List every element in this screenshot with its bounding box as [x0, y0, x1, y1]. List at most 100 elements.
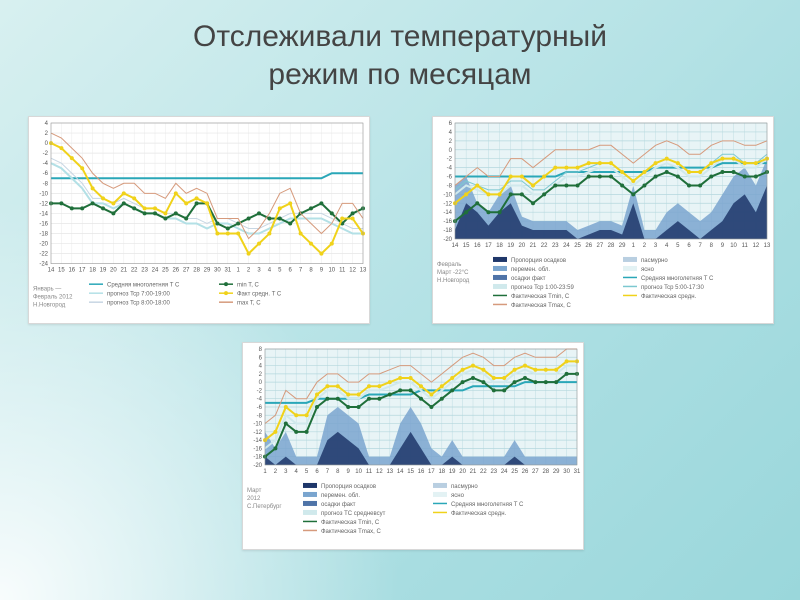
svg-text:25: 25 [162, 268, 169, 274]
svg-text:26: 26 [522, 469, 529, 475]
svg-text:24: 24 [501, 469, 508, 475]
svg-text:-20: -20 [39, 242, 48, 248]
svg-text:22: 22 [480, 469, 487, 475]
svg-text:6: 6 [315, 469, 319, 475]
svg-text:2: 2 [247, 268, 251, 274]
svg-text:-12: -12 [443, 201, 452, 207]
svg-text:2012: 2012 [247, 496, 261, 502]
svg-text:Март: Март [247, 488, 262, 494]
svg-text:23: 23 [490, 469, 497, 475]
svg-text:11: 11 [742, 243, 749, 249]
svg-text:15: 15 [463, 243, 470, 249]
svg-text:5: 5 [278, 268, 282, 274]
svg-text:21: 21 [530, 243, 537, 249]
svg-text:Средняя многолетняя T C: Средняя многолетняя T C [451, 502, 524, 508]
svg-text:max T, C: max T, C [237, 301, 261, 307]
svg-text:17: 17 [485, 243, 492, 249]
svg-text:2: 2 [643, 243, 647, 249]
svg-text:Март -22°C: Март -22°C [437, 270, 469, 276]
svg-text:4: 4 [449, 130, 453, 136]
svg-text:-6: -6 [257, 405, 263, 411]
svg-text:17: 17 [79, 268, 86, 274]
svg-text:-20: -20 [253, 463, 262, 469]
svg-text:28: 28 [608, 243, 615, 249]
svg-text:18: 18 [438, 469, 445, 475]
chart-jan-feb: -24-22-20-18-16-14-12-10-8-6-4-202414151… [28, 116, 370, 324]
svg-text:21: 21 [470, 469, 477, 475]
svg-text:прогноз Tcp 7:00-19:00: прогноз Tcp 7:00-19:00 [107, 292, 170, 298]
svg-text:2: 2 [259, 372, 263, 378]
svg-text:-22: -22 [39, 252, 48, 258]
svg-text:-14: -14 [443, 210, 452, 216]
svg-text:Фактическая средн.: Фактическая средн. [641, 294, 697, 300]
svg-text:3: 3 [284, 469, 288, 475]
svg-text:18: 18 [496, 243, 503, 249]
svg-text:0: 0 [259, 380, 263, 386]
svg-text:19: 19 [449, 469, 456, 475]
svg-text:Средняя многолетняя T C: Средняя многолетняя T C [641, 276, 714, 282]
svg-text:10: 10 [730, 243, 737, 249]
svg-text:3: 3 [257, 268, 261, 274]
svg-text:прогноз Tcp 1:00-23:59: прогноз Tcp 1:00-23:59 [511, 285, 574, 291]
svg-text:16: 16 [68, 268, 75, 274]
svg-text:13: 13 [360, 268, 367, 274]
svg-text:2: 2 [274, 469, 278, 475]
svg-text:5: 5 [305, 469, 309, 475]
svg-text:9: 9 [320, 268, 324, 274]
svg-text:10: 10 [328, 268, 335, 274]
svg-text:пасмурно: пасмурно [641, 258, 668, 264]
svg-text:18: 18 [89, 268, 96, 274]
svg-text:1: 1 [632, 243, 636, 249]
svg-text:7: 7 [698, 243, 702, 249]
svg-text:9: 9 [347, 469, 351, 475]
svg-text:пасмурно: пасмурно [451, 484, 478, 490]
svg-text:16: 16 [418, 469, 425, 475]
svg-text:4: 4 [665, 243, 669, 249]
svg-text:30: 30 [563, 469, 570, 475]
svg-text:Январь —: Январь — [33, 287, 61, 293]
svg-text:31: 31 [574, 469, 581, 475]
svg-text:12: 12 [376, 469, 383, 475]
svg-text:13: 13 [386, 469, 393, 475]
svg-text:2: 2 [449, 139, 453, 145]
svg-text:-16: -16 [253, 446, 262, 452]
svg-text:11: 11 [339, 268, 346, 274]
svg-text:Фактическая Tmin, C: Фактическая Tmin, C [321, 520, 380, 526]
svg-text:31: 31 [224, 268, 231, 274]
svg-text:12: 12 [753, 243, 760, 249]
svg-text:29: 29 [553, 469, 560, 475]
svg-text:-6: -6 [43, 171, 49, 177]
svg-text:19: 19 [100, 268, 107, 274]
svg-text:7: 7 [326, 469, 330, 475]
svg-text:-2: -2 [257, 388, 263, 394]
svg-text:23: 23 [141, 268, 148, 274]
svg-text:-8: -8 [447, 183, 453, 189]
svg-text:6: 6 [449, 121, 453, 127]
svg-text:-16: -16 [39, 221, 48, 227]
svg-text:27: 27 [183, 268, 190, 274]
svg-text:26: 26 [585, 243, 592, 249]
svg-text:Факт средн. T C: Факт средн. T C [237, 292, 282, 298]
svg-text:22: 22 [131, 268, 138, 274]
svg-text:-18: -18 [443, 228, 452, 234]
svg-text:4: 4 [295, 469, 299, 475]
svg-text:Средняя многолетняя T C: Средняя многолетняя T C [107, 283, 180, 289]
svg-text:Пропорция осадков: Пропорция осадков [321, 484, 376, 490]
svg-text:ясно: ясно [641, 267, 655, 273]
svg-text:7: 7 [299, 268, 303, 274]
svg-text:Фактическая средн.: Фактическая средн. [451, 511, 507, 517]
svg-text:2: 2 [45, 131, 49, 137]
svg-text:6: 6 [687, 243, 691, 249]
svg-text:6: 6 [259, 355, 263, 361]
svg-text:11: 11 [366, 469, 373, 475]
svg-text:8: 8 [710, 243, 714, 249]
svg-text:14: 14 [452, 243, 459, 249]
svg-text:перемен. обл.: перемен. обл. [321, 493, 360, 499]
svg-text:27: 27 [532, 469, 539, 475]
svg-text:Фактическая Tmax, C: Фактическая Tmax, C [511, 303, 571, 309]
svg-text:-8: -8 [257, 413, 263, 419]
svg-text:4: 4 [45, 121, 49, 127]
svg-text:Н.Новгород: Н.Новгород [33, 303, 66, 309]
svg-text:-10: -10 [443, 192, 452, 198]
svg-text:Фактическая Tmax, C: Фактическая Tmax, C [321, 529, 381, 535]
